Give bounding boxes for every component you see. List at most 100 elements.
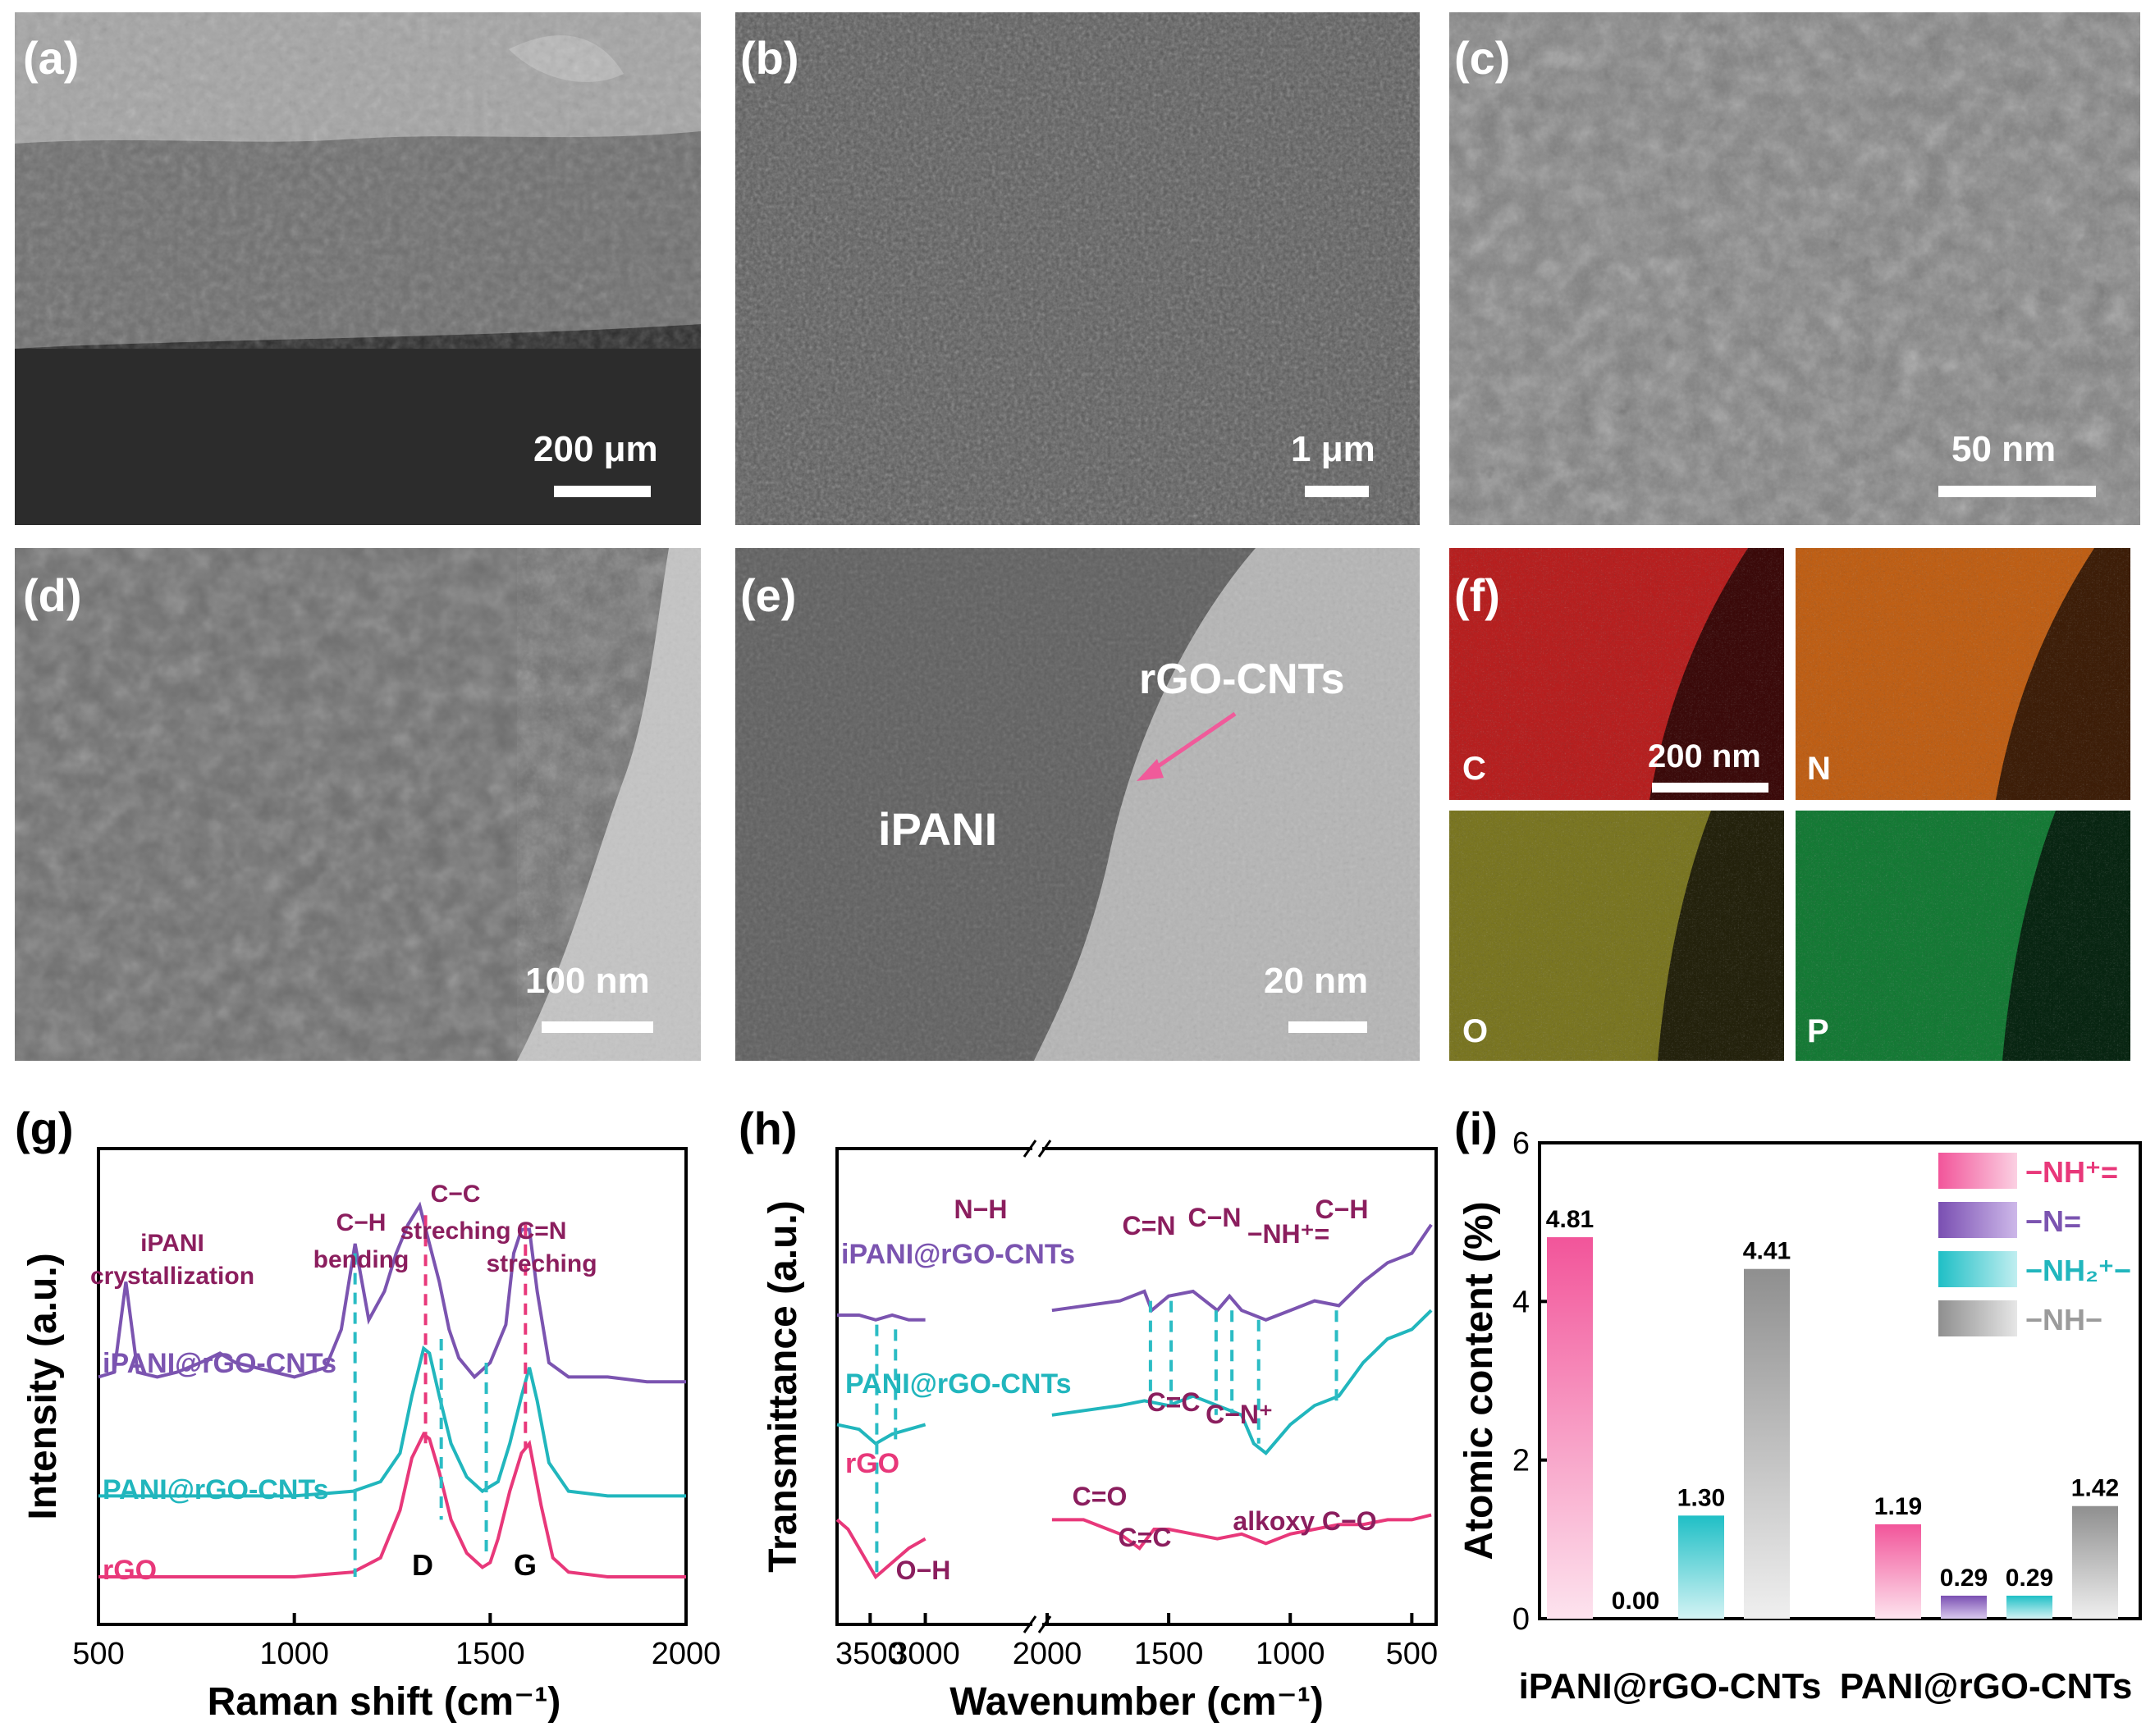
- map-c: [1449, 548, 1784, 800]
- panel-d-scale-bar: [542, 1021, 653, 1033]
- raman-xtick-label-1: 1000: [259, 1637, 329, 1671]
- raman-annotation-8: D: [412, 1548, 433, 1582]
- raman-annotation-9: G: [514, 1548, 537, 1582]
- ftir-annotation-1: C=N: [1123, 1211, 1176, 1240]
- chart-i-frame: [1538, 1141, 2142, 1620]
- panel-e-arrow: [1143, 711, 1237, 778]
- ftir-series-label-2: rGO: [845, 1448, 899, 1479]
- chart-h-break-gap: [1032, 1136, 1042, 1637]
- ftir-annotation-3: −NH⁺=: [1247, 1219, 1329, 1249]
- ftir-line-right-2: [1051, 1513, 1432, 1551]
- raman-annotation-4: C−C: [431, 1181, 481, 1208]
- panel-e-scale-bar: [1288, 1021, 1367, 1033]
- panel-f-scale-label: 200 nm: [1648, 738, 1761, 774]
- panel-b: [735, 12, 1420, 525]
- legend-swatch-3: [1938, 1300, 2017, 1336]
- bar-ytick-label-3: 6: [1512, 1126, 1530, 1161]
- axis-break-top-right: [1037, 1140, 1052, 1158]
- panel-a-scale-bar: [554, 486, 651, 497]
- ftir-annotation-9: alkoxy C−O: [1233, 1506, 1376, 1536]
- ftir-line-left-1: [836, 1423, 927, 1446]
- panel-e-scale-label: 20 nm: [1264, 961, 1368, 1001]
- panel-a: [15, 12, 701, 525]
- map-label-c: C: [1462, 751, 1486, 787]
- chart-g-ylabel: Intensity (a.u.): [21, 1253, 65, 1519]
- ftir-xtick-label-4: 1000: [1256, 1637, 1325, 1671]
- ftir-line-left-2: [835, 1518, 927, 1580]
- raman-annotation-1: crystallization: [90, 1263, 254, 1290]
- raman-line-0: [98, 1201, 686, 1384]
- bar-label-1-2: 0.29: [2006, 1565, 2053, 1592]
- ftir-annotation-7: C=O: [1073, 1482, 1128, 1511]
- bar-label-1-0: 1.19: [1874, 1493, 1922, 1520]
- panel-f-letter: (f): [1454, 569, 1500, 621]
- bar-label-1-3: 1.42: [2071, 1475, 2119, 1502]
- panel-a-letter: (a): [23, 32, 79, 84]
- panel-f: [1449, 548, 2130, 1061]
- panel-a-scale-label: 200 μm: [533, 429, 658, 469]
- bar-label-1-1: 0.29: [1940, 1565, 1988, 1592]
- chart-i: 0 2 4 6 4.81 0.00 1.30 4.41 1.19 0.29 0.29 1.42 −NH⁺…: [1512, 1126, 2142, 1637]
- panel-c-scale-label: 50 nm: [1951, 429, 2056, 469]
- raman-series-label-2: rGO: [103, 1555, 157, 1586]
- panel-e-label-rgo-cnts: rGO-CNTs: [1139, 656, 1344, 703]
- bar-label-0-3: 4.41: [1743, 1238, 1791, 1265]
- panel-b-scale-bar: [1305, 486, 1369, 497]
- legend-label-2: −NH₂⁺−: [2025, 1254, 2131, 1287]
- ftir-annotation-10: O−H: [896, 1556, 951, 1585]
- legend-label-1: −N=: [2025, 1204, 2081, 1238]
- bar-1-1: [1941, 1595, 1987, 1619]
- raman-annotation-6: C=N: [517, 1217, 567, 1245]
- ftir-annotation-6: C−N⁺: [1206, 1400, 1273, 1429]
- panel-b-scale-label: 1 μm: [1291, 429, 1375, 469]
- panel-h-letter: (h): [739, 1103, 798, 1154]
- raman-annotation-3: bending: [313, 1246, 409, 1273]
- raman-xtick-label-2: 1500: [455, 1637, 525, 1671]
- ftir-xtick-label-5: 500: [1386, 1637, 1438, 1671]
- ftir-line-right-0: [1051, 1223, 1433, 1322]
- ftir-line-right-1: [1051, 1309, 1433, 1455]
- chart-i-ylabel: Atomic content (%): [1457, 1201, 1501, 1560]
- panel-d-scale-label: 100 nm: [525, 961, 650, 1001]
- map-p: [1796, 811, 2130, 1061]
- legend-label-0: −NH⁺=: [2025, 1155, 2118, 1189]
- bar-1-2: [2006, 1595, 2052, 1619]
- raman-xtick-label-3: 2000: [652, 1637, 721, 1671]
- panel-g-letter: (g): [15, 1103, 74, 1154]
- chart-h-xlabel: Wavenumber (cm⁻¹): [949, 1680, 1324, 1724]
- ftir-annotation-4: C−H: [1315, 1195, 1369, 1224]
- ftir-annotation-5: C=C: [1147, 1387, 1201, 1417]
- ftir-xtick-label-2: 2000: [1013, 1637, 1082, 1671]
- map-label-p: P: [1807, 1013, 1829, 1049]
- bar-label-0-1: 0.00: [1612, 1588, 1659, 1615]
- chart-i-category-1: iPANI@rGO-CNTs: [1519, 1666, 1822, 1706]
- legend-swatch-2: [1938, 1251, 2017, 1287]
- raman-series-label-0: iPANI@rGO-CNTs: [103, 1348, 336, 1379]
- raman-annotation-7: streching: [486, 1250, 597, 1277]
- ftir-series-label-0: iPANI@rGO-CNTs: [841, 1239, 1075, 1270]
- chart-g-frame: [97, 1147, 688, 1626]
- axis-break-bottom-left: [1023, 1615, 1037, 1633]
- bar-0-3: [1744, 1268, 1790, 1619]
- ftir-xtick-label-3: 1500: [1134, 1637, 1204, 1671]
- bar-0-2: [1678, 1515, 1724, 1619]
- panel-e-label-ipani: iPANI: [878, 803, 997, 855]
- ftir-xtick-label-0: 3500: [835, 1637, 905, 1671]
- panel-f-scale-bar: [1652, 783, 1768, 793]
- map-label-n: N: [1807, 751, 1831, 787]
- ftir-series-label-1: PANI@rGO-CNTs: [845, 1368, 1072, 1400]
- map-label-o: O: [1462, 1013, 1488, 1049]
- panel-e-arrowhead: [1137, 759, 1164, 781]
- panel-i-letter: (i): [1454, 1103, 1498, 1154]
- panel-e: [735, 548, 1420, 1061]
- chart-g-xlabel: Raman shift (cm⁻¹): [208, 1680, 561, 1724]
- ftir-line-left-0: [837, 1313, 926, 1322]
- ftir-annotation-2: C−N: [1188, 1203, 1242, 1232]
- panel-c: [1449, 12, 2140, 525]
- panel-c-letter: (c): [1454, 32, 1510, 84]
- ftir-annotation-0: N−H: [954, 1195, 1008, 1224]
- chart-h-ylabel: Transmittance (a.u.): [762, 1200, 805, 1572]
- ftir-xtick-label-1: 3000: [890, 1637, 960, 1671]
